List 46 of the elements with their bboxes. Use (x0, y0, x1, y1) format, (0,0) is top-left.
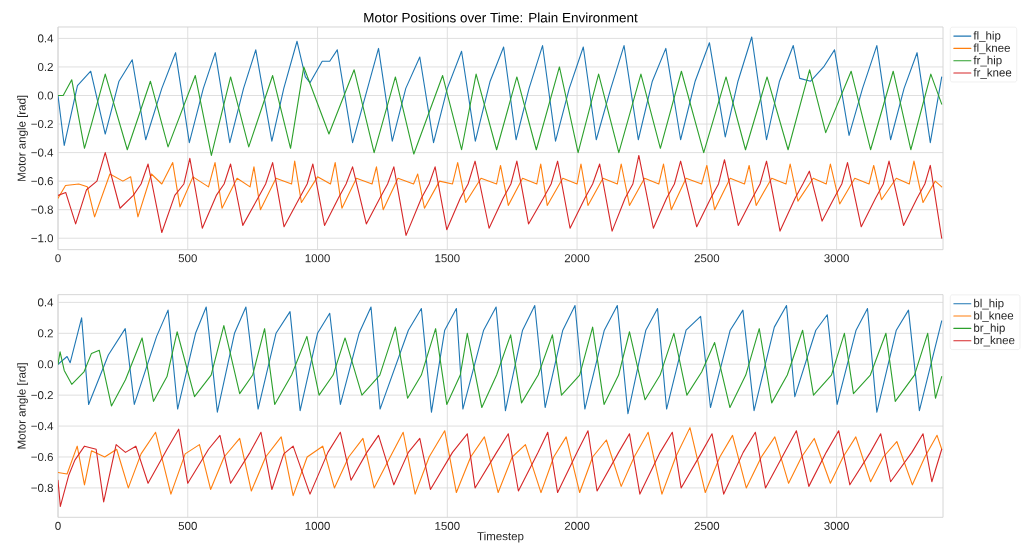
legend-label: fr_knee (973, 68, 1012, 79)
y-tick-label: −0.2 (31, 119, 53, 129)
legend-label: fl_knee (973, 43, 1010, 55)
y-tick-label: 0.4 (37, 34, 54, 43)
y-tick-label: −0.8 (31, 205, 53, 214)
line-series (58, 325, 943, 409)
legend-label: bl_knee (974, 311, 1014, 322)
line-series (58, 304, 943, 415)
x-tick-label: 500 (178, 521, 197, 530)
y-tick-label: −0.4 (31, 148, 54, 157)
x-tick-label: 1500 (435, 521, 460, 530)
x-tick-label: 3000 (824, 521, 849, 530)
y-tick-label: −0.8 (31, 483, 53, 492)
x-tick-label: 0 (55, 254, 61, 263)
y-tick-label: −0.6 (31, 452, 53, 462)
y-tick-label: 0.0 (37, 91, 54, 100)
x-tick-label: 2500 (694, 521, 720, 530)
y-tick-label: 0.2 (37, 329, 53, 338)
x-tick-label: 1000 (305, 254, 330, 263)
legend-label: fl_hip (973, 31, 1001, 42)
x-tick-label: 1000 (305, 521, 330, 530)
legend-label: br_hip (974, 323, 1005, 335)
y-tick-label: −0.4 (31, 422, 54, 431)
y-tick-label: 0.0 (37, 360, 54, 369)
x-tick-label: 3000 (824, 254, 849, 263)
x-tick-label: 0 (55, 521, 61, 530)
y-tick-label: −0.2 (31, 391, 53, 400)
x-axis-title: Timestep (477, 531, 524, 543)
y-axis-title: Motor angle [rad] (17, 363, 28, 449)
x-tick-label: 2000 (564, 254, 590, 263)
x-tick-label: 500 (178, 254, 197, 263)
legend-label: br_knee (974, 335, 1015, 347)
legend-label: bl_hip (974, 298, 1004, 310)
y-tick-label: 0.4 (37, 298, 54, 307)
y-tick-label: −1.0 (31, 234, 54, 243)
line-series (58, 66, 943, 156)
x-tick-label: 2500 (694, 254, 720, 263)
chart-title: Motor Positions over Time: Plain Environment (364, 12, 638, 23)
line-series (58, 152, 943, 239)
y-tick-label: −0.6 (31, 177, 53, 186)
y-tick-label: 0.2 (37, 62, 53, 72)
y-axis-title: Motor angle [rad] (17, 95, 28, 181)
x-tick-label: 2000 (564, 521, 590, 530)
legend-label: fr_hip (973, 55, 1002, 67)
x-tick-label: 1500 (435, 254, 460, 263)
line-series (58, 160, 943, 218)
